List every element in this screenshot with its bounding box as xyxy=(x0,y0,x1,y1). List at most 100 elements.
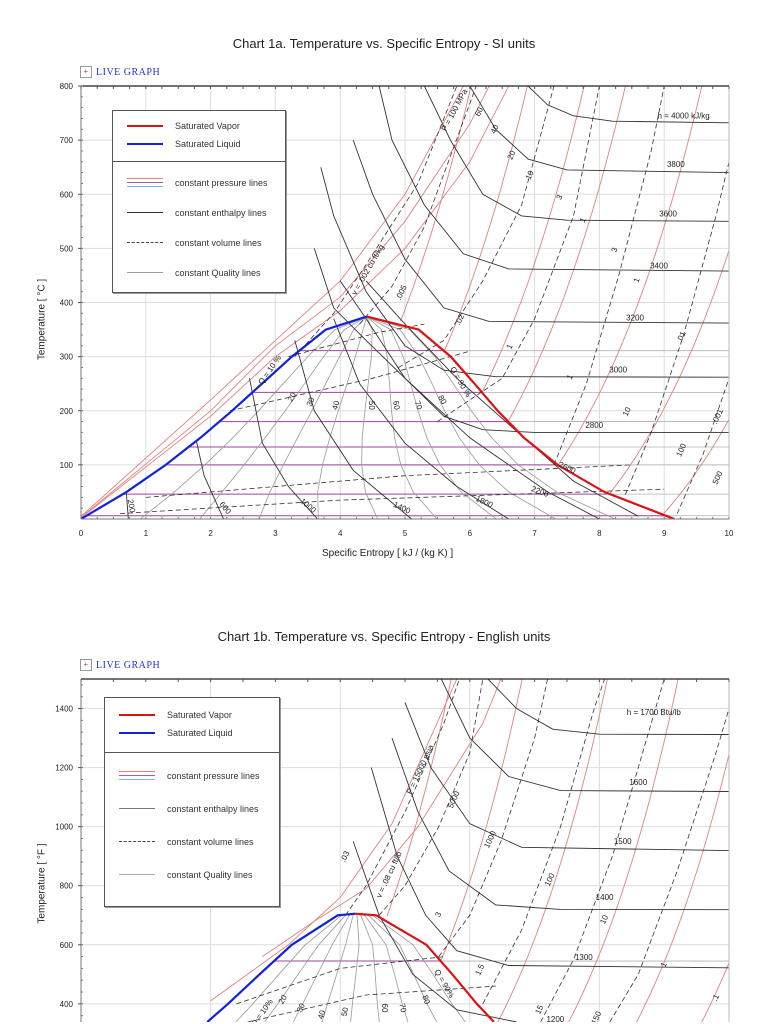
legend-item-constant-quality: constant Quality lines xyxy=(113,258,285,288)
curve-label: 100 xyxy=(674,442,688,458)
x-tick-label: 5 xyxy=(403,529,408,538)
curve-label: 1500 xyxy=(614,837,632,846)
legend-label: Saturated Liquid xyxy=(167,728,233,738)
isobar-line xyxy=(210,679,458,1002)
curve-label: 40 xyxy=(316,1009,327,1020)
y-tick-label: 300 xyxy=(60,353,74,362)
volume-line xyxy=(624,161,729,495)
curve-label: v = .08 cu ft/lb xyxy=(374,850,404,900)
quality-line xyxy=(361,316,379,519)
curve-label: 60 xyxy=(473,105,485,117)
x-tick-label: 7 xyxy=(532,529,537,538)
isobar-line xyxy=(81,86,464,517)
curve-label: .001 xyxy=(710,407,725,425)
chart-1a-x-axis-label: Specific Entropy [ kJ / (kg K) ] xyxy=(322,548,454,559)
curve-label: 100 xyxy=(543,871,557,887)
legend-label: constant volume lines xyxy=(175,238,262,248)
live-graph-icon: + xyxy=(80,659,92,671)
volume-line xyxy=(229,350,470,412)
enthalpy-line xyxy=(313,248,729,433)
y-tick-label: 800 xyxy=(60,882,74,891)
chart-1a-live-graph-link[interactable]: + LIVE GRAPH xyxy=(80,66,160,78)
x-tick-label: 10 xyxy=(725,529,734,538)
enthalpy-line xyxy=(125,492,129,519)
curve-label: 50 xyxy=(367,401,376,410)
curve-label: 1 xyxy=(659,960,669,968)
curve-label: 20 xyxy=(506,149,518,161)
legend-label: Saturated Liquid xyxy=(175,139,241,149)
curve-label: 3 xyxy=(433,910,443,918)
y-tick-label: 500 xyxy=(60,244,74,253)
legend-label: constant pressure lines xyxy=(167,770,260,781)
legend-label: Saturated Vapor xyxy=(167,710,232,720)
isobar-line xyxy=(400,86,472,322)
legend-item-saturated-vapor: Saturated Vapor xyxy=(113,117,285,135)
live-graph-label: LIVE GRAPH xyxy=(96,66,161,78)
quality-line xyxy=(264,913,356,1022)
chart-1b-title: Chart 1b. Temperature vs. Specific Entro… xyxy=(217,629,551,644)
legend-item-constant-quality: constant Quality lines xyxy=(105,858,279,891)
quality-line xyxy=(350,913,360,1022)
enthalpy-line xyxy=(527,86,729,124)
isobar-line xyxy=(81,86,490,518)
enthalpy-line xyxy=(249,378,318,519)
curve-label: 80 xyxy=(436,394,449,407)
y-tick-label: 1400 xyxy=(55,705,73,714)
legend-item-constant-pressure: constant pressure lines xyxy=(105,759,279,792)
enthalpy-line xyxy=(320,167,729,378)
legend-item-constant-enthalpy: constant enthalpy lines xyxy=(113,198,285,228)
curve-label: Q = 10% xyxy=(249,997,274,1024)
curve-label: 200 xyxy=(126,499,137,514)
curve-label: 10 xyxy=(621,405,633,417)
curve-label: 60 xyxy=(391,400,402,411)
legend-item-constant-enthalpy: constant enthalpy lines xyxy=(105,792,279,825)
saturated-vapor-line xyxy=(355,912,495,1022)
volume-line xyxy=(236,956,444,1005)
chart-1b-live-graph-link[interactable]: + LIVE GRAPH xyxy=(80,659,160,671)
x-tick-label: 0 xyxy=(79,529,84,538)
curve-label: 3800 xyxy=(667,160,685,169)
volume-line xyxy=(676,378,729,514)
isobar-line xyxy=(507,86,626,422)
quality-line xyxy=(199,316,368,519)
curve-label: 1 xyxy=(632,276,642,284)
y-tick-label: 400 xyxy=(60,299,74,308)
x-tick-label: 2 xyxy=(208,529,213,538)
y-tick-label: 1200 xyxy=(55,764,73,773)
curve-label: 1 xyxy=(505,342,515,350)
isobar-line xyxy=(568,679,679,1022)
isobar-line xyxy=(262,679,502,957)
isobar-line xyxy=(81,86,510,519)
legend-item-saturated-vapor: Saturated Vapor xyxy=(105,706,279,724)
y-tick-label: 700 xyxy=(60,136,74,145)
enthalpy-line xyxy=(352,139,729,324)
volume-line xyxy=(247,985,496,1022)
isobar-line xyxy=(608,248,729,495)
curve-label: 1 xyxy=(578,216,588,224)
enthalpy-line xyxy=(294,340,412,519)
curve-label: 60 xyxy=(380,1004,389,1013)
curve-label: h = 4000 kJ/kg xyxy=(658,111,710,120)
curve-label: .005 xyxy=(394,283,409,301)
legend-item-constant-pressure: constant pressure lines xyxy=(113,168,285,198)
isobar-line xyxy=(636,752,729,1022)
y-tick-label: 600 xyxy=(60,941,74,950)
isobar-line xyxy=(701,961,729,1022)
curve-label: 1300 xyxy=(575,953,593,962)
quality-line xyxy=(366,316,556,519)
y-tick-label: 100 xyxy=(60,461,74,470)
curve-label: 1400 xyxy=(392,500,412,516)
volume-line xyxy=(145,464,632,498)
volume-line xyxy=(378,679,484,916)
curve-label: P = 15000 psia xyxy=(405,743,436,796)
volume-line xyxy=(540,679,665,1022)
legend-label: Saturated Vapor xyxy=(175,121,240,131)
x-tick-label: 9 xyxy=(662,529,667,538)
curve-label: 3000 xyxy=(609,365,627,374)
x-tick-label: 1 xyxy=(144,529,149,538)
quality-line xyxy=(366,316,438,519)
curve-label: .02 xyxy=(453,312,466,326)
x-tick-label: 8 xyxy=(597,529,602,538)
legend-label: constant enthalpy lines xyxy=(175,208,267,218)
legend-item-saturated-liquid: Saturated Liquid xyxy=(113,135,285,153)
